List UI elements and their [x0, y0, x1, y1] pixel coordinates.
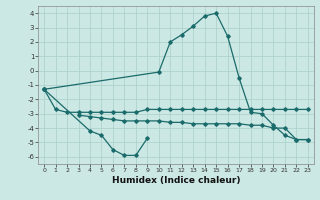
X-axis label: Humidex (Indice chaleur): Humidex (Indice chaleur)	[112, 176, 240, 185]
